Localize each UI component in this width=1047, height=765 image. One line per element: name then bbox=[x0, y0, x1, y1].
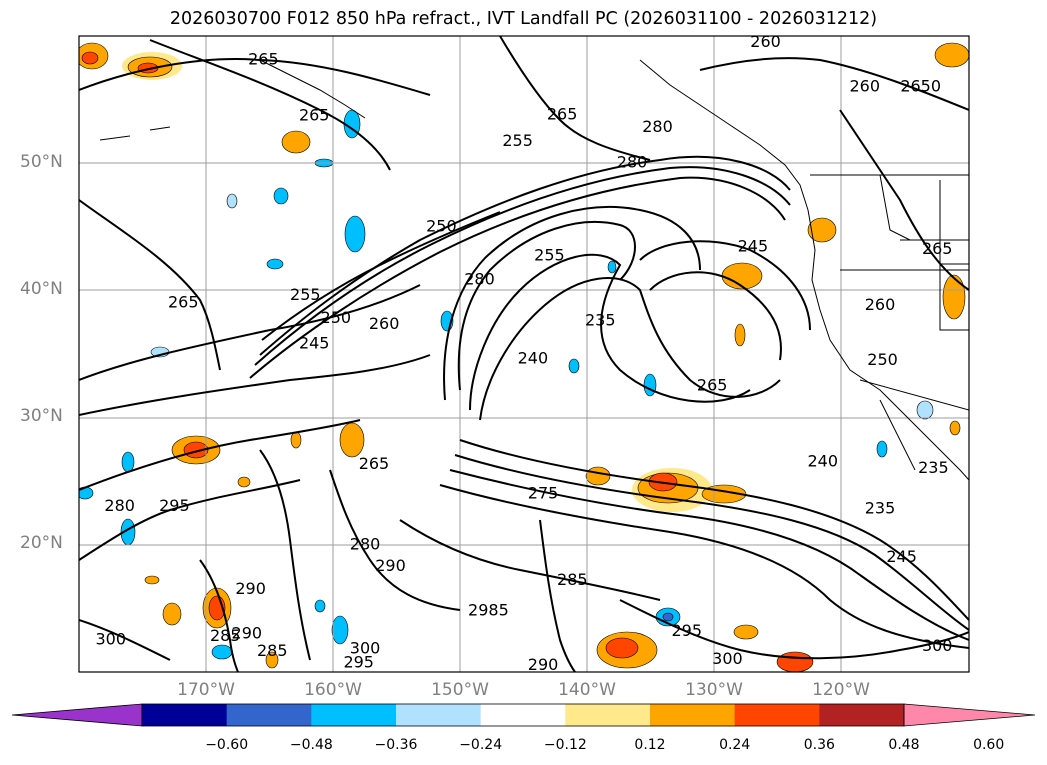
contour-label: 285 bbox=[210, 626, 241, 645]
map-frame bbox=[78, 35, 970, 673]
contour-label: 2985 bbox=[468, 600, 509, 619]
colorbar-segment bbox=[734, 704, 820, 726]
lat-label-50n: 50°N bbox=[20, 152, 63, 172]
contour-label: 290 bbox=[528, 655, 559, 674]
contour-label: 280 bbox=[642, 117, 673, 136]
colorbar bbox=[11, 703, 1036, 727]
colorbar-tick-label: 0.60 bbox=[973, 737, 1005, 753]
contour-label: 235 bbox=[918, 458, 949, 477]
contour-label: 260 bbox=[750, 32, 781, 51]
colorbar-segment bbox=[226, 704, 312, 726]
contour-label: 255 bbox=[502, 131, 533, 150]
map-title: 2026030700 F012 850 hPa refract., IVT La… bbox=[169, 9, 878, 29]
lat-label-40n: 40°N bbox=[20, 279, 63, 299]
contour-label: 280 bbox=[350, 534, 381, 553]
contour-label: 250 bbox=[426, 216, 457, 235]
contour-label: 255 bbox=[534, 246, 565, 265]
contour-label: 290 bbox=[235, 579, 266, 598]
contour-label: 285 bbox=[557, 570, 588, 589]
colorbar-tick-label: −0.60 bbox=[205, 737, 249, 753]
colorbar-segment bbox=[650, 704, 736, 726]
contour-label: 2650 bbox=[900, 76, 941, 95]
contour-label: 265 bbox=[359, 454, 390, 473]
contour-label: 255 bbox=[290, 285, 321, 304]
contour-label: 280 bbox=[104, 496, 135, 515]
colorbar-segment bbox=[311, 704, 397, 726]
lon-label-170w: 170°W bbox=[177, 680, 235, 700]
contour-label: 265 bbox=[697, 375, 728, 394]
contour-label: 295 bbox=[159, 496, 190, 515]
refractivity-contours bbox=[79, 36, 969, 672]
contour-label: 245 bbox=[738, 237, 769, 256]
contour-label: 300 bbox=[712, 649, 743, 668]
contour-label: 245 bbox=[886, 547, 917, 566]
contour-label: 265 bbox=[248, 50, 279, 69]
contour-label: 295 bbox=[343, 653, 374, 672]
contour-label: 280 bbox=[464, 270, 495, 289]
contour-label: 235 bbox=[585, 310, 616, 329]
lon-label-130w: 130°W bbox=[685, 680, 743, 700]
colorbar-segment bbox=[819, 704, 905, 726]
contour-label: 260 bbox=[369, 314, 400, 333]
contour-label: 300 bbox=[96, 630, 127, 649]
contour-label: 285 bbox=[257, 641, 288, 660]
lon-label-120w: 120°W bbox=[812, 680, 870, 700]
colorbar-segment bbox=[396, 704, 482, 726]
contour-label: 300 bbox=[922, 636, 953, 655]
colorbar-segment bbox=[142, 704, 228, 726]
colorbar-segment bbox=[480, 704, 566, 726]
contour-label: 265 bbox=[299, 106, 330, 125]
coastlines bbox=[99, 59, 969, 481]
colorbar-extend-low bbox=[11, 703, 143, 727]
contour-label: 240 bbox=[808, 452, 839, 471]
colorbar-tick-label: 0.36 bbox=[803, 737, 835, 753]
colorbar-segment bbox=[565, 704, 651, 726]
contour-label: 295 bbox=[671, 621, 702, 640]
colorbar-tick-label: −0.48 bbox=[289, 737, 333, 753]
contour-label: 290 bbox=[375, 556, 406, 575]
contour-label: 275 bbox=[528, 483, 559, 502]
colorbar-tick-label: 0.12 bbox=[634, 737, 666, 753]
contour-label: 235 bbox=[865, 499, 896, 518]
contour-label: 260 bbox=[865, 295, 896, 314]
colorbar-tick-label: −0.12 bbox=[543, 737, 587, 753]
lat-label-20n: 20°N bbox=[20, 533, 63, 553]
contour-label: 250 bbox=[321, 308, 352, 327]
colorbar-tick-label: −0.36 bbox=[374, 737, 418, 753]
contour-label: 290 bbox=[232, 623, 263, 642]
contour-label: 245 bbox=[299, 333, 330, 352]
contour-label: 265 bbox=[547, 104, 578, 123]
colorbar-extend-high bbox=[903, 703, 1036, 727]
lon-label-150w: 150°W bbox=[431, 680, 489, 700]
contour-label: 260 bbox=[849, 76, 880, 95]
colorbar-frame bbox=[141, 703, 905, 727]
contour-label: 265 bbox=[922, 239, 953, 258]
lon-label-140w: 140°W bbox=[558, 680, 616, 700]
colorbar-tick-label: −0.24 bbox=[459, 737, 503, 753]
colorbar-tick-label: 0.24 bbox=[719, 737, 751, 753]
lat-label-30n: 30°N bbox=[20, 406, 63, 426]
contour-label: 300 bbox=[350, 639, 381, 658]
contour-label: 265 bbox=[168, 293, 199, 312]
contour-label: 240 bbox=[518, 349, 549, 368]
lon-label-160w: 160°W bbox=[304, 680, 362, 700]
contour-label: 250 bbox=[867, 350, 898, 369]
graticule bbox=[79, 36, 969, 672]
contour-label: 280 bbox=[617, 153, 648, 172]
colorbar-tick-label: 0.48 bbox=[888, 737, 920, 753]
contour-labels: 265 265 255 265 260 260 2650 280 280 250 280 255 245… bbox=[96, 32, 953, 674]
